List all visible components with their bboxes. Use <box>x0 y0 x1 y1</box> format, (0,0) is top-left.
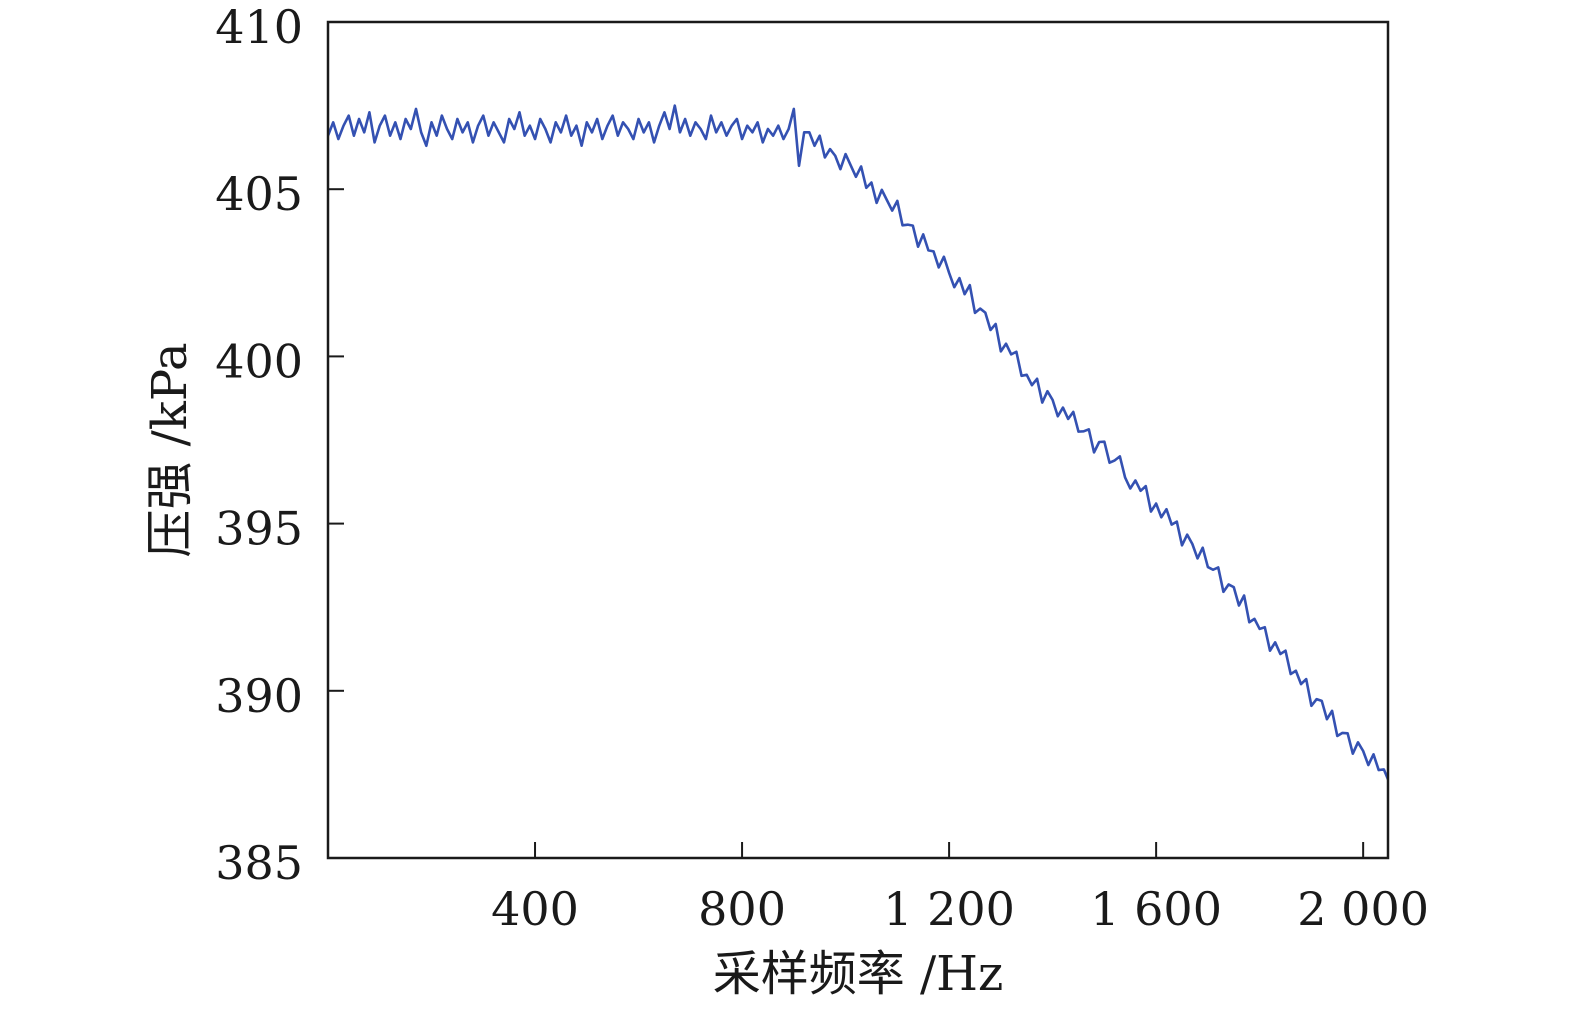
y-tick-label: 385 <box>215 836 303 890</box>
x-axis: 400 800 1 200 1 600 2 000 <box>491 842 1429 936</box>
y-axis-label: 压强 /kPa <box>142 342 198 557</box>
y-tick-label: 390 <box>215 669 303 723</box>
plot-frame <box>326 20 1390 860</box>
series-layer <box>328 104 1388 781</box>
y-axis: 385 390 395 400 405 410 <box>215 0 344 890</box>
x-tick-label: 1 200 <box>883 882 1015 936</box>
y-tick-label: 410 <box>215 0 303 54</box>
x-axis-label: 采样频率 /Hz <box>713 946 1004 1002</box>
x-tick-label: 400 <box>491 882 579 936</box>
x-tick-label: 2 000 <box>1297 882 1429 936</box>
y-tick-label: 395 <box>215 502 303 556</box>
series-line <box>328 104 1388 781</box>
y-tick-label: 400 <box>215 334 303 388</box>
y-tick-label: 405 <box>215 167 303 221</box>
x-tick-label: 800 <box>698 882 786 936</box>
x-tick-label: 1 600 <box>1090 882 1222 936</box>
